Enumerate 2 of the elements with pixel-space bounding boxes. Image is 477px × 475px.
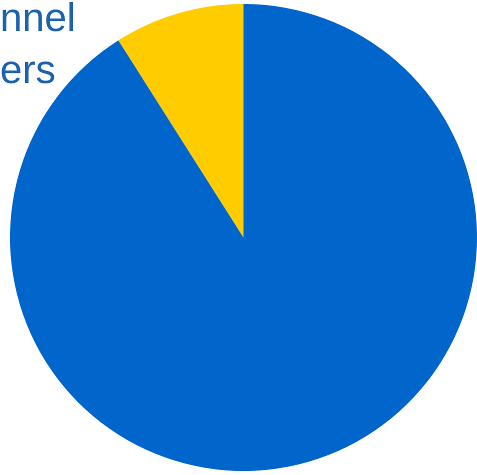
text: ers: [0, 47, 56, 94]
text: nnel: [0, 0, 76, 42]
